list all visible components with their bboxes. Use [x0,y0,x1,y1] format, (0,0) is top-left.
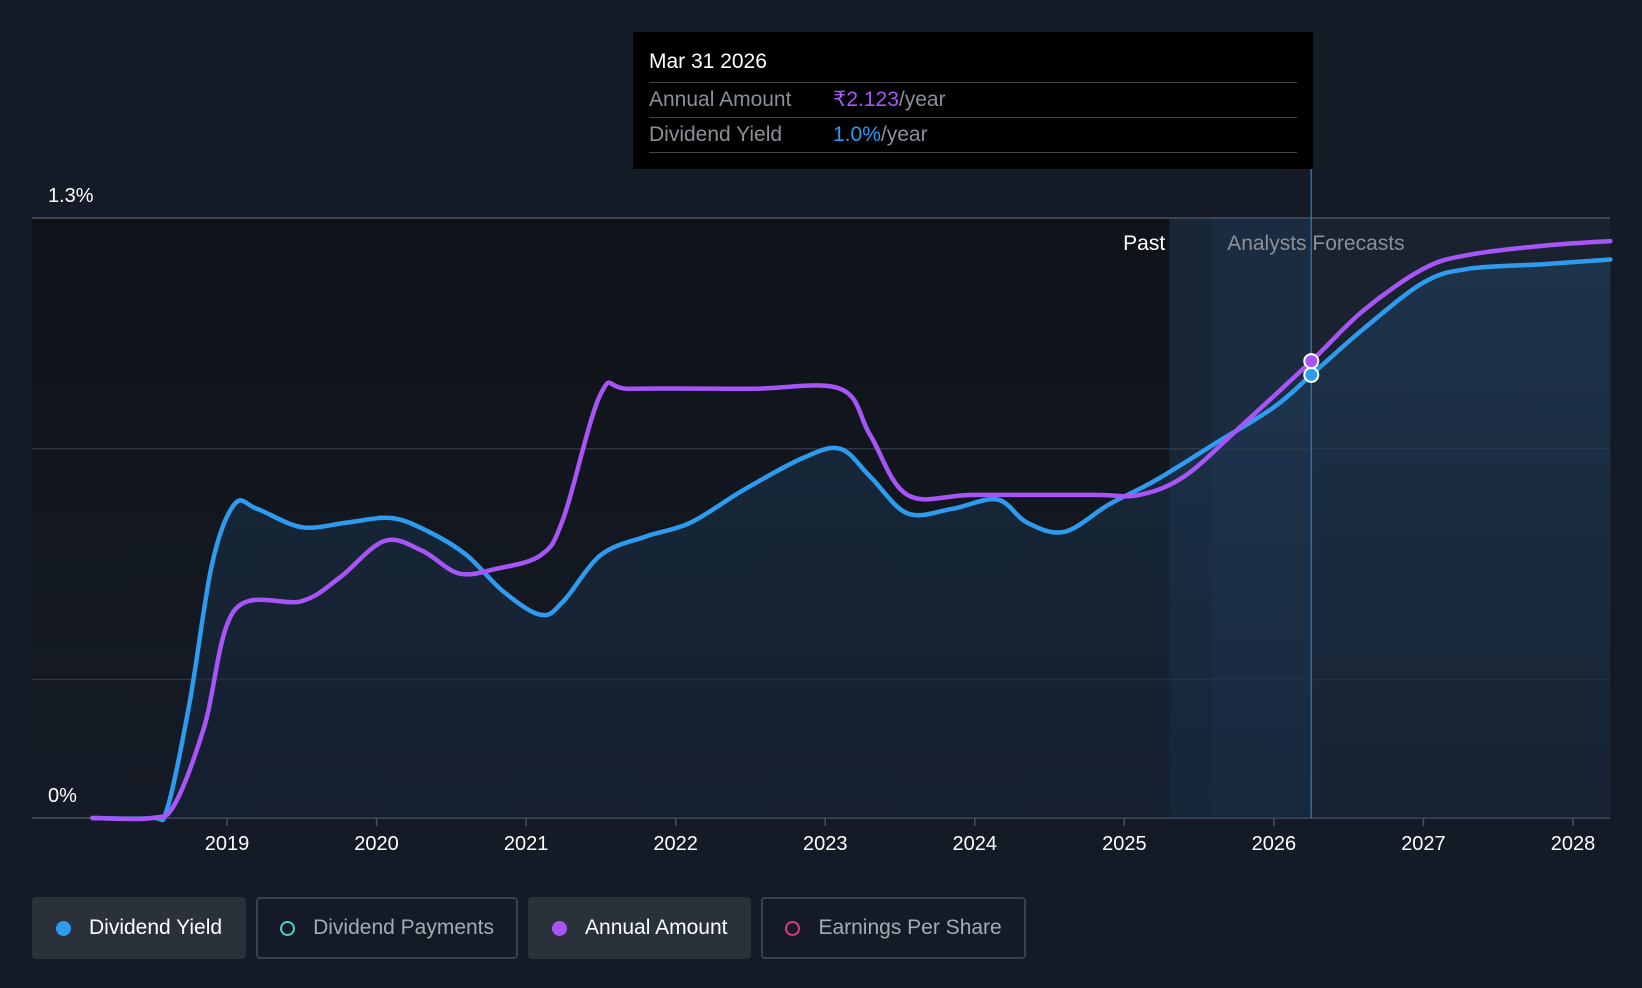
x-tick-label: 2023 [803,833,848,855]
legend-label: Earnings Per Share [818,916,1002,939]
dividend-chart: 1.3% 0% 2019 2020 2021 2022 2023 2024 2025 2026 20… [32,168,1613,855]
dividend-yield-marker [1303,366,1320,383]
x-tick-label: 2027 [1401,833,1446,855]
tooltip-label: Dividend Yield [649,123,783,146]
tooltip-row-annual-amount: Annual Amount ₹2.123/year [649,83,1297,118]
past-label: Past [1123,232,1165,255]
hover-tooltip: Mar 31 2026 Annual Amount ₹2.123/year Di… [633,32,1313,169]
dividend-yield-area [92,259,1611,821]
tooltip-value: ₹2.123 [833,88,899,111]
x-tick-label: 2020 [354,833,399,855]
dividend-yield-line [90,257,1613,823]
legend-label: Dividend Yield [89,916,223,939]
x-tick-label: 2022 [653,833,698,855]
legend-earnings-per-share[interactable]: Earnings Per Share [761,897,1026,959]
y-tick-label-bottom: 0% [48,785,77,807]
tooltip-unit: /year [880,123,928,146]
x-tick-label: 2028 [1551,833,1596,855]
x-tick-label: 2024 [953,833,998,855]
tooltip-value: 1.0% [833,123,881,146]
circle-outline-icon [280,920,296,936]
dot-icon [552,920,568,936]
tooltip-row-dividend-yield: Dividend Yield 1.0%/year [649,118,1297,153]
y-tick-label-top: 1.3% [48,185,94,207]
legend: Dividend Yield Dividend Payments Annual … [32,897,1026,959]
forecast-label: Analysts Forecasts [1227,232,1404,255]
dot-icon [56,920,71,936]
tooltip-unit: /year [898,88,946,111]
legend-dividend-payments[interactable]: Dividend Payments [256,897,519,959]
legend-label: Dividend Payments [313,916,495,939]
legend-dividend-yield[interactable]: Dividend Yield [32,897,247,959]
x-tick-label: 2025 [1102,833,1147,855]
x-tick-label: 2026 [1252,833,1297,855]
annual-amount-marker [1303,353,1320,370]
x-tick-label: 2021 [504,833,549,855]
tooltip-date: Mar 31 2026 [649,46,1297,83]
legend-annual-amount[interactable]: Annual Amount [528,897,752,959]
tooltip-label: Annual Amount [649,88,792,111]
legend-label: Annual Amount [585,916,728,939]
x-tick-label: 2019 [205,833,250,855]
circle-outline-icon [785,920,801,936]
